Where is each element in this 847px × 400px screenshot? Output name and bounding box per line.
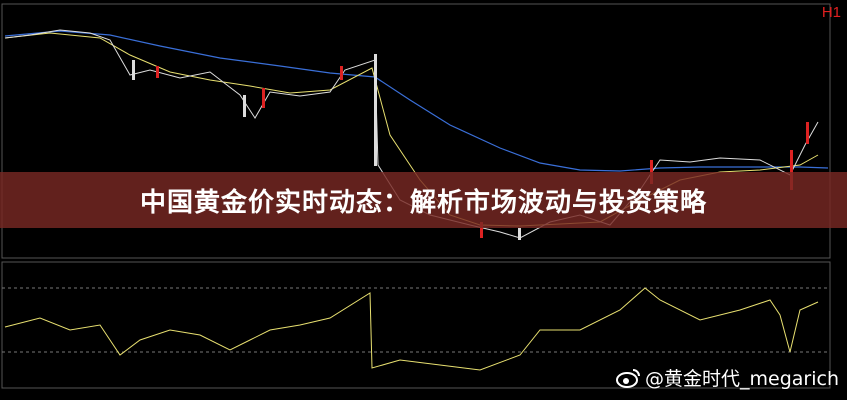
- weibo-icon: [616, 368, 641, 388]
- candles: [132, 54, 809, 240]
- watermark-text: @黄金时代_megarich: [645, 368, 839, 390]
- watermark: @黄金时代_megarich: [615, 364, 839, 391]
- price-line: [4, 29, 819, 239]
- timeframe-label: H1: [821, 4, 841, 21]
- oscillator-line: [4, 287, 819, 371]
- title: 中国黄金价实时动态：解析市场波动与投资策略: [139, 187, 707, 218]
- oscillator-panel: [1, 261, 831, 389]
- title-banner: 中国黄金价实时动态：解析市场波动与投资策略: [0, 172, 847, 228]
- slow-average: [4, 30, 829, 172]
- price-panel: [1, 3, 831, 259]
